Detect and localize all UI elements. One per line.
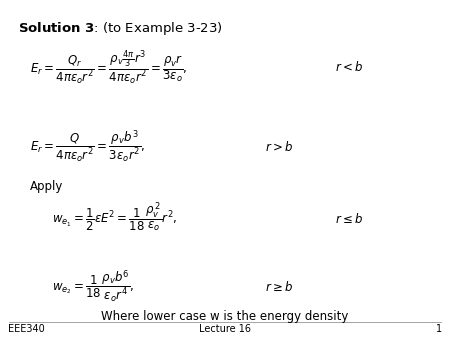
Text: Where lower case w is the energy density: Where lower case w is the energy density	[101, 310, 349, 323]
Text: $r \geq b$: $r \geq b$	[265, 280, 293, 294]
Text: $\mathbf{Solution\ 3}$: (to Example 3-23): $\mathbf{Solution\ 3}$: (to Example 3-23…	[18, 20, 223, 37]
Text: $E_r = \dfrac{Q_r}{4\pi\varepsilon_o r^2} = \dfrac{\rho_v \frac{4\pi}{3}r^3}{4\p: $E_r = \dfrac{Q_r}{4\pi\varepsilon_o r^2…	[30, 48, 188, 87]
Text: EEE340: EEE340	[8, 324, 45, 334]
Text: $E_r = \dfrac{Q}{4\pi\varepsilon_o r^2} = \dfrac{\rho_v b^3}{3\varepsilon_o r^2}: $E_r = \dfrac{Q}{4\pi\varepsilon_o r^2} …	[30, 128, 145, 165]
Text: Apply: Apply	[30, 180, 63, 193]
Text: $r \leq b$: $r \leq b$	[335, 212, 363, 226]
Text: $r < b$: $r < b$	[335, 60, 363, 74]
Text: $w_{e_1} = \dfrac{1}{2}\varepsilon E^2 = \dfrac{1}{18}\dfrac{\rho_v^{\,2}}{\vare: $w_{e_1} = \dfrac{1}{2}\varepsilon E^2 =…	[52, 200, 178, 233]
Text: 1: 1	[436, 324, 442, 334]
Text: Lecture 16: Lecture 16	[199, 324, 251, 334]
Text: $w_{e_2} = \dfrac{1}{18}\dfrac{\rho_v b^6}{\varepsilon_o r^4},$: $w_{e_2} = \dfrac{1}{18}\dfrac{\rho_v b^…	[52, 268, 135, 305]
Text: $r > b$: $r > b$	[265, 140, 293, 154]
